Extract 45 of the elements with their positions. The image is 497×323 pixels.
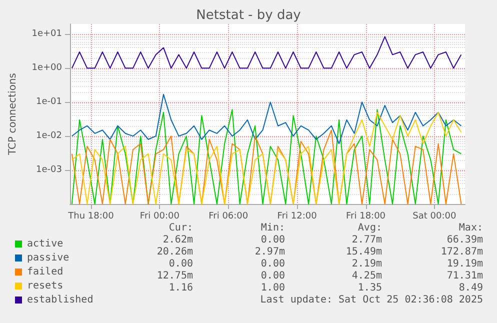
x-tick-label: Thu 18:00 [67,212,114,222]
text: 4.25m [352,270,382,282]
text: 0.00 [168,258,193,270]
text: Last update: Sat Oct 25 02:36:08 2025 [260,294,483,306]
text: 15.49m [346,246,382,258]
text: 0.00 [260,234,285,246]
y-tick-label: 1e-01 [36,97,62,108]
y-tick-label: 1e-03 [36,165,62,176]
text: 12.75m [156,270,193,282]
text: 8.49 [458,282,483,294]
legend-label: established [27,294,94,306]
text: 0.00 [260,258,285,270]
y-axis-title: TCP connections [8,72,18,156]
y-tick-label: 1e-02 [36,131,62,142]
text: Min: [260,222,285,234]
y-tick-label: 1e+00 [32,63,62,74]
text: Max: [458,222,483,234]
text: 19.19m [446,258,483,270]
x-tick-label: Fri 18:00 [346,212,386,222]
y-tick-label: 1e+01 [32,29,62,40]
text: Cur: [168,222,193,234]
legend-label: failed [27,266,64,278]
x-tick-label: Fri 06:00 [208,212,248,222]
text: 1.16 [168,282,193,294]
x-tick-label: Sat 00:00 [412,212,457,222]
text: 1.35 [358,282,382,294]
chart-title: Netstat - by day [196,8,302,23]
line-series [71,94,462,144]
x-tick-label: Fri 12:00 [277,212,318,222]
legend-label: active [27,238,64,250]
text: 172.87m [440,246,483,258]
x-tick-label: Fri 00:00 [140,212,180,222]
text: 2.19m [352,258,382,270]
text: 1.00 [260,282,285,294]
legend-label: resets [27,280,64,292]
text: 2.77m [352,234,382,246]
text: 2.62m [162,234,193,246]
text: 0.00 [260,270,285,282]
text: 20.26m [156,246,193,258]
text: 71.31m [446,270,483,282]
legend-label: passive [27,252,70,264]
line-series [71,36,462,69]
text: 2.97m [254,246,285,258]
text: 66.39m [446,234,483,246]
text: Avg: [358,222,382,234]
